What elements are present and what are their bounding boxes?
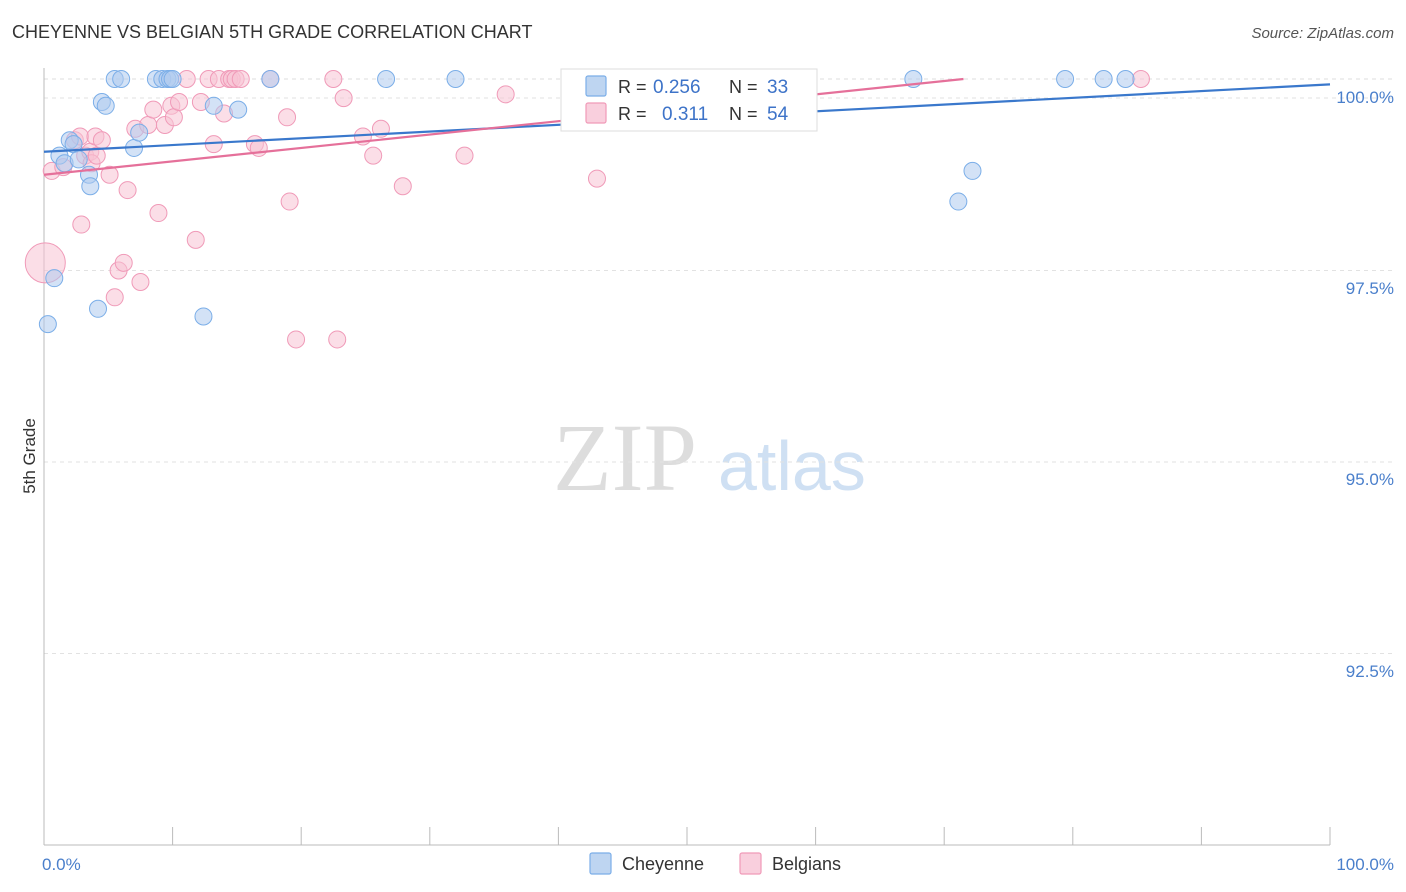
cheyenne-point xyxy=(81,177,100,196)
belgians-point xyxy=(1131,70,1150,88)
belgians-point xyxy=(287,330,306,349)
y-tick-label-97-5: 97.5% xyxy=(1346,279,1394,298)
legend-label-belgians: Belgians xyxy=(772,854,841,874)
legend-swatch-belgians xyxy=(739,852,762,875)
belgians-point xyxy=(72,215,91,234)
stats-legend-n-label-cheyenne: N = xyxy=(729,77,758,97)
gridlines xyxy=(44,78,1394,654)
stats-legend-n-value-cheyenne: 33 xyxy=(767,77,788,98)
bottom-legend: Cheyenne Belgians xyxy=(589,852,841,875)
stats-legend: R = 0.256 N = 33 R = 0.311 N = 54 xyxy=(560,68,818,132)
belgians-point xyxy=(364,146,383,165)
y-tick-label-92-5: 92.5% xyxy=(1346,662,1394,681)
belgians-point xyxy=(328,330,347,349)
belgians-point xyxy=(496,85,515,104)
cheyenne-point xyxy=(1116,70,1135,88)
x-tick-label-right: 100.0% xyxy=(1336,855,1394,874)
cheyenne-point xyxy=(45,269,64,288)
cheyenne-point xyxy=(163,70,182,88)
y-tick-label-95: 95.0% xyxy=(1346,470,1394,489)
stats-legend-r-value-belgians: 0.311 xyxy=(662,104,708,125)
cheyenne-point xyxy=(69,150,88,169)
cheyenne-point xyxy=(963,161,982,180)
cheyenne-point xyxy=(38,315,57,334)
stats-legend-swatch-cheyenne xyxy=(585,75,607,97)
belgians-point xyxy=(118,181,137,200)
belgians-point xyxy=(186,230,205,249)
cheyenne-point xyxy=(229,100,248,119)
cheyenne-point xyxy=(89,299,108,318)
belgians-point xyxy=(114,253,133,272)
stats-legend-r-value-cheyenne: 0.256 xyxy=(653,77,701,98)
belgians-point xyxy=(92,131,111,150)
y-tick-labels: 100.0% 97.5% 95.0% 92.5% xyxy=(1336,88,1394,681)
legend-swatch-cheyenne xyxy=(589,852,612,875)
cheyenne-point xyxy=(130,123,149,142)
x-tick-label-left: 0.0% xyxy=(42,855,81,874)
belgians-point xyxy=(170,92,189,111)
belgians-point xyxy=(334,89,353,108)
chart-source: Source: ZipAtlas.com xyxy=(1251,25,1394,42)
stats-legend-r-label-belgians: R = xyxy=(618,104,647,124)
cheyenne-point xyxy=(194,307,213,326)
watermark-atlas: atlas xyxy=(718,427,866,505)
legend-label-cheyenne: Cheyenne xyxy=(622,854,704,874)
belgians-point xyxy=(131,272,150,291)
belgians-point xyxy=(164,108,183,127)
cheyenne-point xyxy=(377,70,396,88)
cheyenne-point xyxy=(1094,70,1113,88)
stats-legend-n-label-belgians: N = xyxy=(729,104,758,124)
belgians-point xyxy=(231,70,250,88)
chart-title: CHEYENNE VS BELGIAN 5TH GRADE CORRELATIO… xyxy=(12,22,532,42)
cheyenne-point xyxy=(1056,70,1075,88)
cheyenne-point xyxy=(446,70,465,88)
belgians-point xyxy=(280,192,299,211)
belgians-point xyxy=(149,204,168,223)
cheyenne-point xyxy=(261,70,280,88)
x-axis-ticks xyxy=(43,827,1331,845)
belgians-point xyxy=(144,100,163,119)
cheyenne-point xyxy=(112,70,131,88)
y-axis-label: 5th Grade xyxy=(20,418,39,494)
belgians-point xyxy=(278,108,297,127)
stats-legend-n-value-belgians: 54 xyxy=(767,104,789,125)
cheyenne-point xyxy=(204,96,223,115)
belgians-point xyxy=(393,177,412,196)
belgians-point xyxy=(105,288,124,307)
stats-legend-swatch-belgians xyxy=(585,102,607,124)
cheyenne-point xyxy=(96,96,115,115)
y-tick-label-100: 100.0% xyxy=(1336,88,1394,107)
belgians-point xyxy=(100,165,119,184)
cheyenne-point xyxy=(949,192,968,211)
belgians-point xyxy=(587,169,606,188)
belgians-point xyxy=(324,70,343,88)
watermark-zip: ZIP xyxy=(553,404,697,511)
belgians-point xyxy=(455,146,474,165)
stats-legend-r-label-cheyenne: R = xyxy=(618,77,647,97)
